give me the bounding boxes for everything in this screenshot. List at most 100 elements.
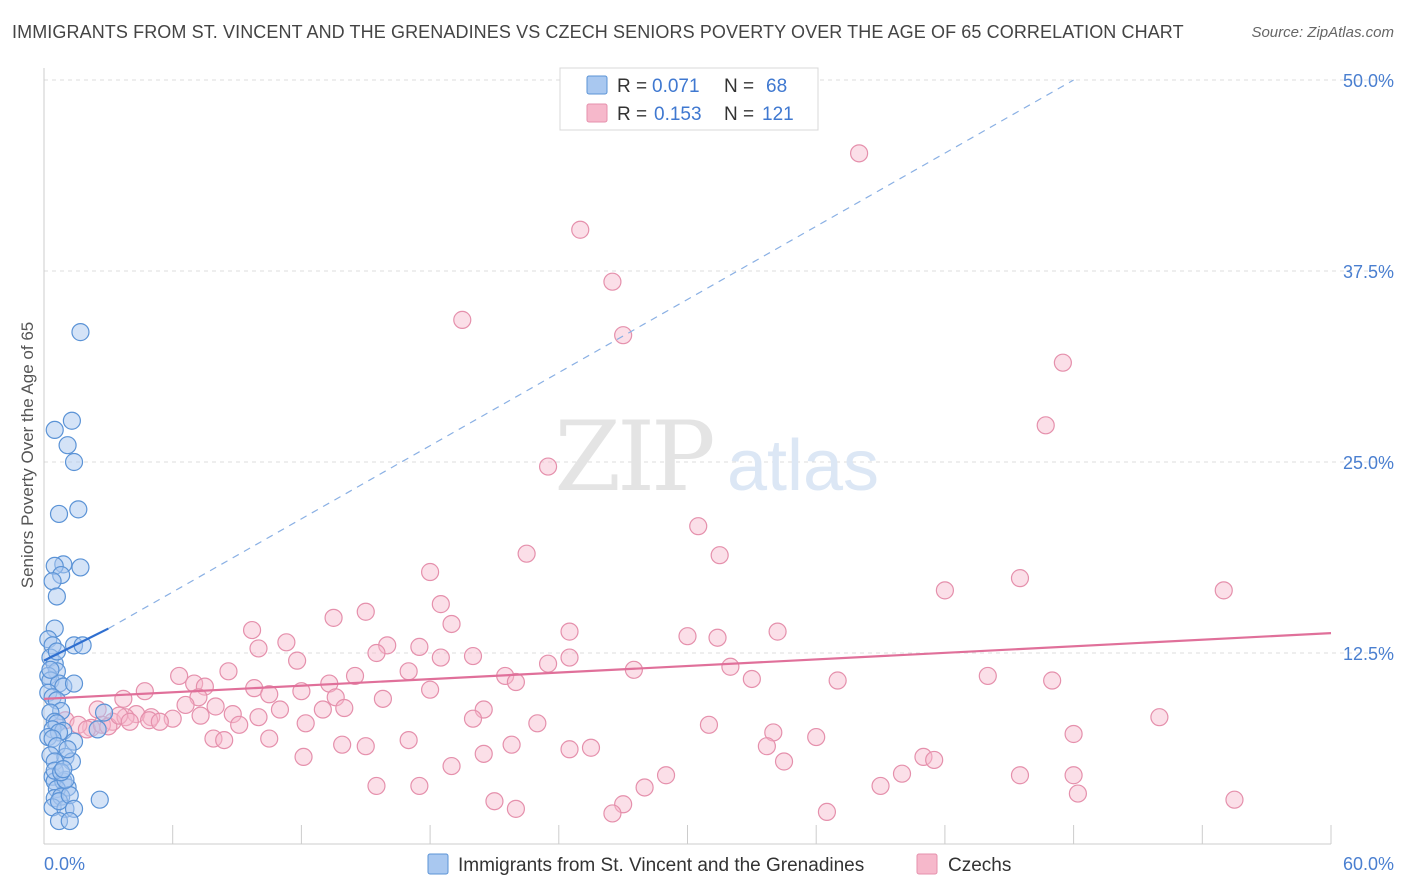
stats-n-label-pink: N = (724, 104, 754, 125)
data-point-immigrants (94, 703, 114, 722)
data-point-czechs (367, 643, 386, 663)
data-point-czechs (345, 666, 365, 686)
data-point-immigrants (49, 504, 69, 524)
data-point-czechs (1150, 708, 1169, 727)
data-point-czechs (1053, 353, 1072, 372)
legend-label-immigrants: Immigrants from St. Vincent and the Gren… (458, 855, 864, 876)
tick-labels: 12.5% 25.0% 37.5% 50.0% 0.0% 60.0% (44, 71, 1394, 874)
data-point-czechs (1010, 766, 1030, 785)
data-point-czechs (925, 750, 944, 770)
stats-legend-swatch-pink (586, 103, 608, 123)
data-point-czechs (560, 648, 579, 667)
data-point-czechs (230, 715, 249, 734)
data-point-czechs (807, 727, 826, 747)
stats-r-value-pink: 0.153 (654, 104, 702, 125)
data-point-czechs (296, 714, 315, 733)
x-tick-label: 0.0% (44, 854, 85, 874)
y-tick-label: 12.5% (1343, 644, 1394, 664)
stats-n-value-blue: 68 (766, 76, 787, 97)
data-point-czechs (421, 562, 440, 582)
data-point-czechs (410, 637, 429, 656)
trend-line-immigrants (43, 627, 109, 662)
data-point-czechs (721, 657, 740, 676)
data-point-czechs (757, 737, 776, 756)
data-point-czechs (150, 712, 169, 731)
data-point-czechs (206, 697, 225, 716)
data-point-immigrants (69, 500, 88, 519)
data-point-czechs (914, 747, 933, 767)
data-point-czechs (656, 766, 676, 785)
data-point-czechs (849, 144, 869, 163)
stats-r-label-pink: R = (617, 104, 647, 125)
gridlines (44, 79, 1394, 654)
data-point-czechs (223, 705, 242, 724)
data-point-czechs (242, 620, 262, 640)
trend-line-immigrants-extended (108, 79, 1074, 630)
data-point-czechs (1214, 581, 1233, 600)
immigrants-points (39, 323, 114, 831)
y-tick-label: 37.5% (1343, 262, 1394, 282)
data-point-immigrants (58, 436, 77, 455)
data-point-czechs (249, 639, 268, 658)
data-point-czechs (249, 708, 268, 727)
data-point-czechs (135, 682, 154, 701)
data-point-czechs (708, 628, 727, 647)
data-point-czechs (431, 648, 450, 667)
watermark: ZIP atlas (554, 401, 879, 513)
data-point-czechs (742, 669, 761, 689)
data-point-czechs (1225, 790, 1244, 809)
data-point-czechs (260, 729, 279, 748)
stats-legend-swatch-blue (586, 75, 608, 95)
data-point-czechs (485, 792, 504, 811)
data-point-czechs (1068, 784, 1087, 803)
data-point-czechs (699, 715, 719, 734)
data-point-czechs (978, 666, 997, 686)
data-point-czechs (1036, 416, 1055, 435)
y-tick-label: 50.0% (1343, 71, 1394, 91)
data-point-czechs (399, 662, 418, 681)
data-point-czechs (270, 700, 290, 719)
data-point-czechs (410, 776, 429, 796)
data-point-czechs (560, 622, 579, 641)
data-point-czechs (506, 799, 526, 818)
data-point-czechs (817, 802, 837, 822)
data-point-czechs (517, 544, 536, 563)
data-point-czechs (215, 730, 234, 750)
data-point-czechs (463, 709, 483, 728)
data-point-czechs (142, 708, 161, 727)
data-point-czechs (538, 457, 558, 476)
data-point-czechs (313, 700, 332, 719)
data-point-czechs (935, 581, 955, 600)
data-point-immigrants (54, 760, 73, 779)
data-point-czechs (560, 740, 579, 759)
data-point-czechs (603, 272, 622, 291)
data-point-czechs (774, 752, 794, 771)
data-point-czechs (333, 735, 352, 754)
data-point-immigrants (58, 740, 77, 759)
data-point-czechs (678, 627, 697, 646)
data-point-czechs (277, 633, 296, 652)
data-point-immigrants (41, 660, 60, 679)
y-tick-label: 25.0% (1343, 453, 1394, 473)
data-point-immigrants (62, 411, 81, 430)
data-point-immigrants (90, 790, 109, 809)
data-point-czechs (463, 646, 483, 666)
data-point-czechs (614, 326, 633, 345)
data-point-czechs (170, 666, 189, 686)
data-point-czechs (502, 735, 521, 754)
series-legend: Immigrants from St. Vincent and the Gren… (427, 853, 1011, 876)
data-point-czechs (1043, 671, 1062, 690)
data-point-czechs (538, 654, 558, 673)
legend-label-czechs: Czechs (948, 855, 1011, 876)
data-point-czechs (474, 744, 493, 763)
data-point-immigrants (45, 420, 64, 440)
legend-swatch-czechs (916, 853, 938, 875)
source-label: Source: ZipAtlas.com (1251, 24, 1394, 41)
data-point-czechs (294, 747, 313, 767)
data-point-czechs (373, 689, 393, 708)
stats-r-label-blue: R = (617, 76, 647, 97)
trend-lines (43, 79, 1332, 700)
data-point-czechs (191, 706, 210, 725)
data-point-czechs (453, 310, 472, 329)
data-point-czechs (506, 672, 526, 692)
